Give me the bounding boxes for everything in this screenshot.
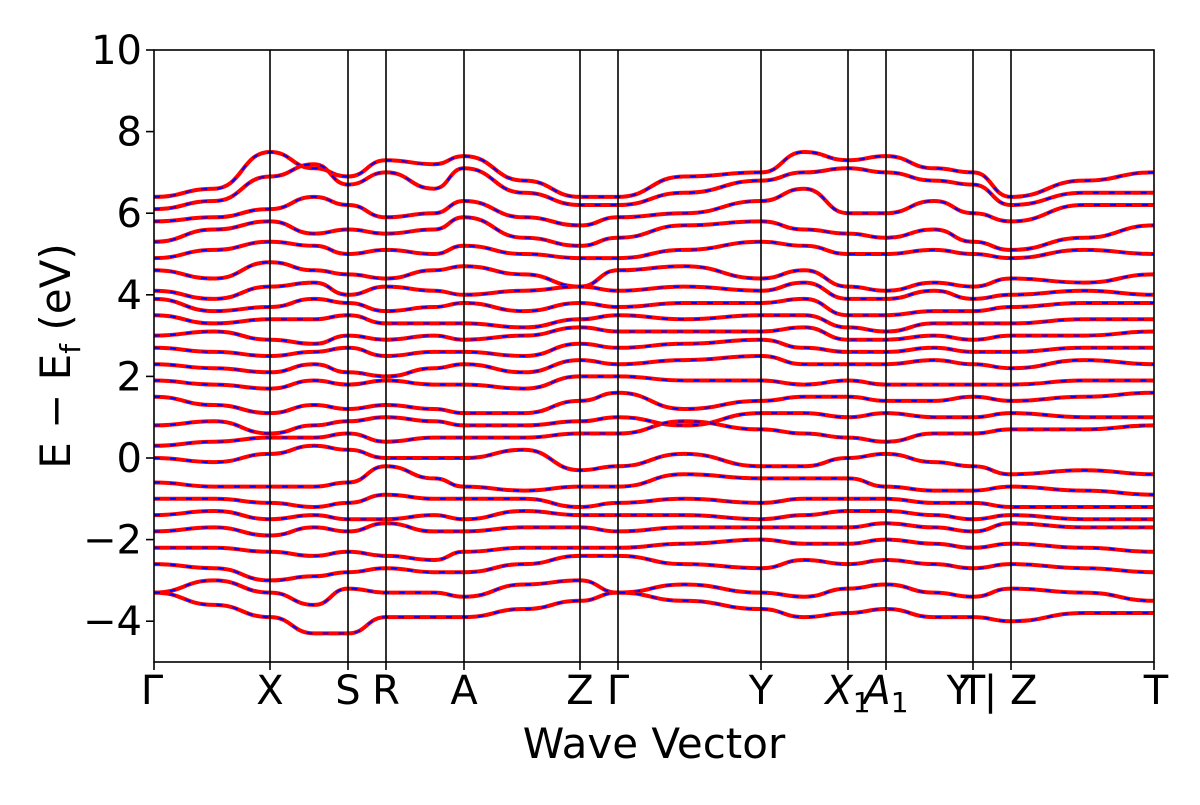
y-axis-label-unit: (eV) xyxy=(31,243,80,344)
y-tick-label-3: 2 xyxy=(117,354,142,400)
band-line-11 xyxy=(154,353,1154,379)
band-line-overlay-15 xyxy=(154,420,1154,447)
kpoint-label-0: Γ xyxy=(141,668,164,714)
band-line-overlay-17 xyxy=(154,465,1154,496)
band-line-4 xyxy=(154,239,1154,261)
y-axis-label: E − Ef (eV) xyxy=(31,243,87,469)
y-tick-label-4: 4 xyxy=(117,273,142,319)
band-line-23 xyxy=(154,578,1154,607)
band-line-17 xyxy=(154,464,1154,497)
band-line-overlay-8 xyxy=(154,314,1154,333)
kpoint-label-8: X1 xyxy=(823,668,870,719)
bands-layer xyxy=(154,149,1154,636)
band-line-overlay-14 xyxy=(154,412,1154,435)
kpoint-label-3: R xyxy=(372,668,400,714)
kpoint-label-2: S xyxy=(335,668,360,714)
kpoint-label-9: A1 xyxy=(860,668,908,719)
kpath-lines-layer xyxy=(269,50,1012,662)
band-line-7 xyxy=(154,296,1154,318)
band-line-overlay-13 xyxy=(154,391,1154,415)
kpoint-label-10: T xyxy=(960,668,986,714)
kpoint-label-1: X xyxy=(256,668,283,714)
y-tick-label-5: 6 xyxy=(117,191,142,237)
band-line-20 xyxy=(154,521,1154,538)
y-tick-label-2: 0 xyxy=(117,436,142,482)
band-line-overlay-21 xyxy=(154,538,1154,562)
y-tick-label-0: −4 xyxy=(83,599,142,645)
band-line-overlay-7 xyxy=(154,297,1154,317)
y-axis-label-subscript: f xyxy=(54,343,87,354)
kpoint-label-6: Γ xyxy=(607,668,630,714)
kpoint-label-5: Z xyxy=(566,668,593,714)
band-line-19 xyxy=(154,508,1154,522)
y-axis-ticks: −4 −2 0 2 4 6 8 10 xyxy=(83,28,154,645)
band-line-9 xyxy=(154,325,1154,346)
band-line-overlay-20 xyxy=(154,522,1154,537)
band-line-24 xyxy=(154,590,1154,636)
band-line-overlay-11 xyxy=(154,354,1154,378)
kpoint-label-7: Y xyxy=(748,668,774,714)
band-line-6 xyxy=(154,280,1154,301)
y-tick-label-6: 8 xyxy=(117,110,142,156)
band-line-overlay-0 xyxy=(154,150,1154,198)
band-line-13 xyxy=(154,390,1154,416)
band-line-22 xyxy=(154,553,1154,583)
band-line-0 xyxy=(154,149,1154,199)
plot-frame xyxy=(153,49,1155,663)
y-tick-label-1: −2 xyxy=(83,518,142,564)
band-line-21 xyxy=(154,537,1154,563)
kpoint-label-12: T xyxy=(1143,668,1169,714)
band-line-16 xyxy=(154,443,1154,477)
band-line-18 xyxy=(154,492,1154,510)
band-line-overlay-23 xyxy=(154,579,1154,606)
band-line-8 xyxy=(154,313,1154,334)
band-line-12 xyxy=(154,374,1154,391)
x-axis-label: Wave Vector xyxy=(523,719,786,768)
y-tick-label-7: 10 xyxy=(91,28,142,74)
kpoint-label-11: Y | Z xyxy=(946,668,1038,714)
band-line-overlay-2 xyxy=(154,187,1154,227)
y-axis-label-main: E − E xyxy=(31,354,80,469)
band-line-overlay-24 xyxy=(154,591,1154,635)
kpoint-label-4: A xyxy=(450,668,478,714)
